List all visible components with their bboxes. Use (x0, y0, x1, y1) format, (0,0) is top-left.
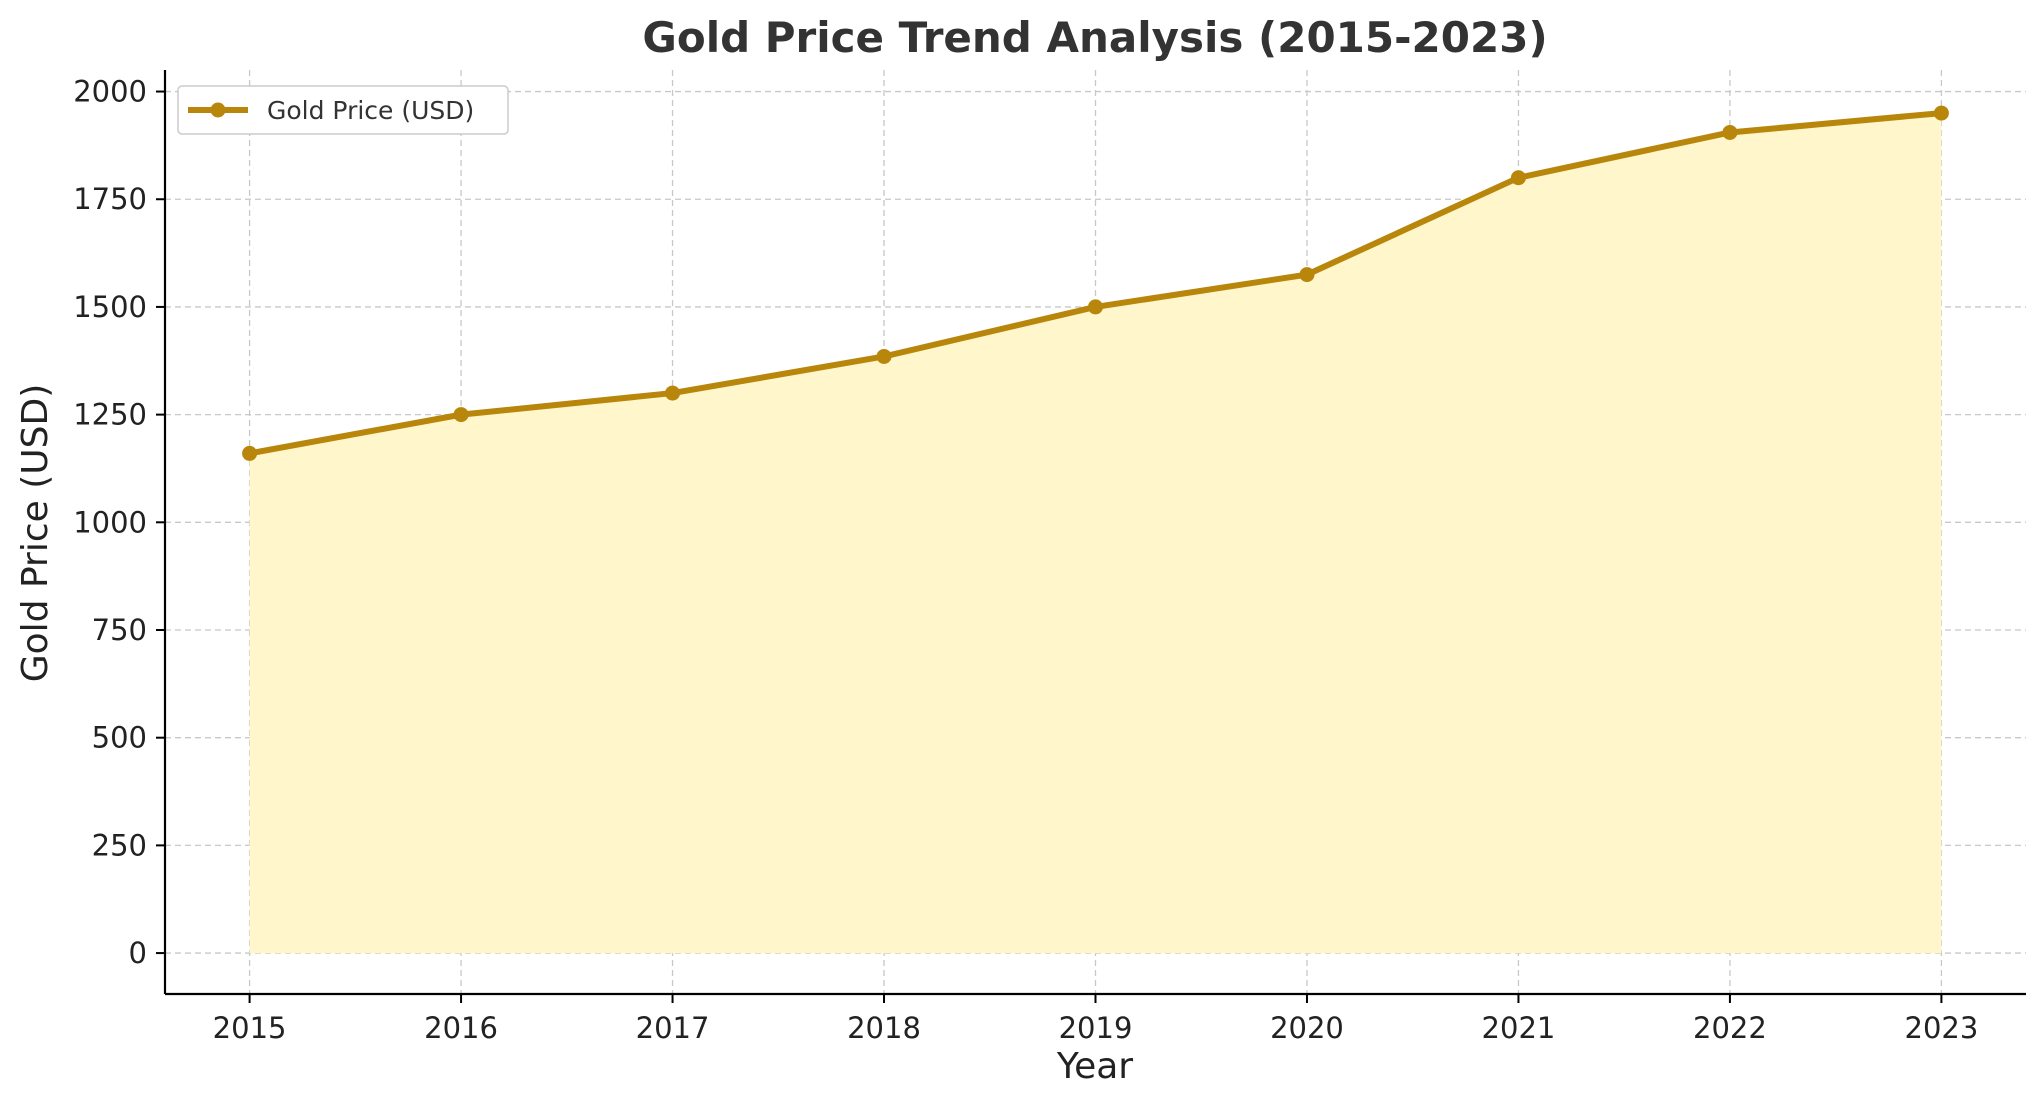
legend-marker-swatch (210, 102, 226, 118)
area-fill-layer (249, 113, 1942, 954)
data-point-2019 (1088, 299, 1103, 315)
x-tick-label-2017: 2017 (636, 1011, 710, 1045)
y-tick-label-1750: 1750 (73, 182, 147, 216)
x-tick-label-2015: 2015 (213, 1011, 287, 1045)
series-area-fill (249, 113, 1942, 954)
x-tick-label-2020: 2020 (1270, 1011, 1344, 1045)
data-point-2015 (242, 445, 258, 461)
axes (156, 70, 2026, 1003)
y-tick-label-2000: 2000 (73, 75, 147, 109)
y-tick-label-1250: 1250 (73, 398, 147, 432)
y-tick-label-1000: 1000 (73, 505, 147, 539)
x-tick-label-2022: 2022 (1693, 1011, 1767, 1045)
x-tick-label-2023: 2023 (1905, 1011, 1979, 1045)
x-tick-label-2018: 2018 (847, 1011, 921, 1045)
x-tick-label-2019: 2019 (1059, 1011, 1133, 1045)
x-tick-labels: 2015 2016 2017 2018 2019 2020 2021 2022 2023 (213, 1011, 1979, 1045)
y-tick-label-1500: 1500 (73, 290, 147, 324)
legend-box (177, 85, 509, 135)
data-point-2021 (1510, 170, 1526, 186)
data-point-2022 (1722, 124, 1738, 140)
data-point-2017 (665, 385, 681, 401)
data-point-2023 (1933, 105, 1949, 121)
legend-label: Gold Price (USD) (267, 96, 474, 125)
y-axis-label: Gold Price (USD) (15, 384, 56, 683)
x-tick-label-2021: 2021 (1482, 1011, 1556, 1045)
data-point-2018 (876, 348, 892, 364)
data-point-2016 (453, 407, 469, 423)
chart-title: Gold Price Trend Analysis (2015-2023) (642, 13, 1547, 62)
x-axis-label: Year (1056, 1046, 1133, 1087)
y-tick-label-500: 500 (92, 721, 147, 755)
data-point-2020 (1299, 267, 1315, 283)
y-tick-label-750: 750 (92, 613, 147, 647)
y-tick-label-250: 250 (92, 828, 147, 862)
data-points (242, 105, 1949, 461)
x-tick-label-2016: 2016 (424, 1011, 498, 1045)
y-tick-label-0: 0 (129, 936, 147, 970)
y-tick-labels: 0 250 500 750 1000 1250 1500 1750 2000 (73, 75, 147, 971)
legend: Gold Price (USD) (177, 85, 509, 135)
